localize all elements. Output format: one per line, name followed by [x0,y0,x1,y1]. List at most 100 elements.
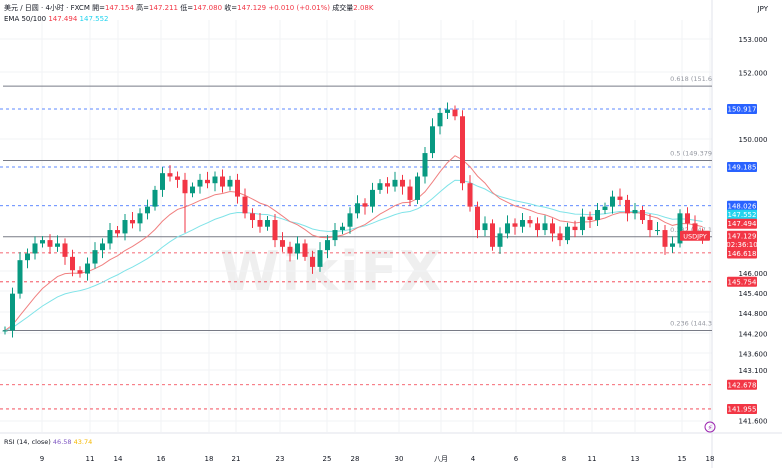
price-tag[interactable] [727,104,757,114]
time-axis-label: 25 [323,455,332,463]
candle-body [235,179,240,197]
candle-body [40,240,45,244]
candle-body [587,216,593,221]
price-tag[interactable] [727,379,757,390]
candle-body [467,183,473,207]
fib-level-label: 0.5 (149.379 [670,149,712,157]
price-axis-label: 153.000 [739,36,768,44]
price-axis-label: 146.000 [739,270,768,278]
lightning-icon: ⚡ [708,424,713,432]
candle-body [632,209,638,214]
candle-body [212,176,218,184]
candle-body [400,179,405,187]
candle-body [572,226,578,231]
candle-body [160,173,165,190]
candle-body [685,213,690,224]
currency-label: JPY [757,5,768,13]
candle-body [295,243,300,254]
candle-body [145,206,150,214]
price-tag[interactable] [727,276,757,287]
price-tag[interactable] [727,209,757,220]
time-axis-label: 30 [395,455,404,463]
price-axis-label: 150.000 [739,136,768,144]
candle-body [190,186,195,194]
candle-body [92,250,98,264]
price-tag[interactable] [727,239,757,250]
candle-body [325,240,330,251]
candle-body [437,112,443,127]
price-tag[interactable] [727,248,757,259]
candle-body [550,223,555,234]
candle-body [527,220,533,224]
rsi-legend[interactable]: RSI (14, close) 46.58 43.74 [4,438,93,446]
fib-level-label: 0.382 (147.1 [670,226,712,234]
time-axis-label: 18 [205,455,214,463]
candle-body [617,196,623,200]
candle-body [25,253,30,261]
time-axis-label: 16 [157,455,166,463]
time-axis-label: 9 [40,455,44,463]
time-axis-label: 23 [276,455,285,463]
symbol-tag[interactable] [680,230,710,241]
price-tag[interactable] [727,200,757,211]
ema-legend[interactable]: EMA 50/100 147.494 147.552 [4,15,109,23]
time-axis-label: 11 [588,455,597,463]
price-tag[interactable] [727,230,757,241]
price-tag[interactable] [727,218,757,229]
candle-body [115,230,120,234]
candle-body [542,223,548,231]
price-axis-label: 144.200 [739,330,768,338]
candle-body [265,220,270,227]
candle-body [565,226,570,241]
ema-100-line [4,179,703,331]
price-tag-label: 142.678 [728,381,757,389]
candle-body [512,223,518,227]
candle-body [640,209,645,221]
price-tag[interactable] [727,403,757,414]
candle-body [557,233,563,241]
price-tag[interactable] [727,161,757,172]
candle-body [482,223,488,231]
price-axis-label: 152.000 [739,69,768,77]
candle-body [677,213,683,244]
candle-body [70,256,75,271]
ema-50-line [4,155,703,331]
candle-body [340,226,345,231]
time-axis-label: 11 [86,455,95,463]
candle-body [422,153,428,177]
candle-body [152,189,158,207]
price-axis-label: 143.100 [739,367,768,375]
candle-body [280,240,285,247]
time-axis-label: 6 [514,455,519,463]
price-axis-label: 144.800 [739,310,768,318]
candle-body [392,179,398,187]
candle-body [370,189,375,207]
candle-body [452,109,458,117]
lightning-icon[interactable] [704,421,716,433]
candle-body [692,223,698,234]
candle-body [430,126,435,154]
candle-body [475,206,480,231]
candle-body [655,230,660,232]
price-tag-label: 02:36:10 [726,241,757,249]
candle-body [167,173,173,177]
candle-body [62,243,68,257]
candle-body [445,109,450,113]
time-axis-label: 28 [351,455,360,463]
price-tag-label: 146.618 [728,250,757,258]
candle-body [407,186,413,200]
candle-body [662,230,668,247]
candle-body [205,179,210,184]
time-axis-label: 4 [471,455,476,463]
fib-level-label: 0.618 (151.6 [670,75,712,83]
candle-body [595,209,600,221]
candle-body [610,196,615,207]
candle-body [377,183,383,190]
candle-body [85,263,90,274]
candle-body [415,176,420,200]
price-tag-label: 147.494 [728,220,757,228]
candle-body [490,223,495,247]
symbol-title[interactable]: 美元 / 日圆 · 4小时 · FXCM [4,4,90,12]
price-tag-label: 148.026 [728,202,757,210]
